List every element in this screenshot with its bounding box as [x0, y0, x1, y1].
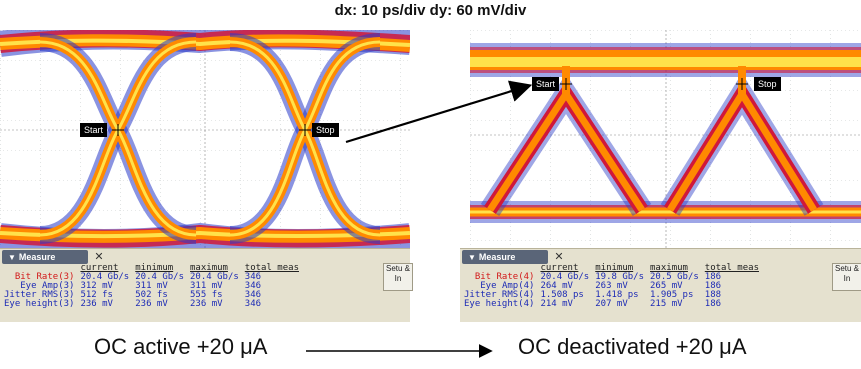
row-label: Eye Amp(3) [20, 281, 75, 291]
cell-maximum: 20.5 Gb/s [650, 272, 699, 282]
cell-current: 312 mV [80, 281, 113, 291]
table-row: Jitter RMS(4) 1.508 ps 1.418 ps 1.905 ps… [464, 291, 765, 300]
col-header: maximum [190, 263, 228, 273]
cell-minimum: 20.4 Gb/s [135, 272, 185, 282]
cell-minimum: 311 mV [135, 281, 168, 291]
left-measure-panel: ▼ Measure ✕ current minimum maximum total… [0, 248, 413, 322]
cell-maximum: 265 mV [650, 281, 683, 291]
col-header: minimum [135, 263, 174, 273]
left-measure-table: current minimum maximum total meas Bit R… [4, 264, 305, 309]
col-header: maximum [650, 263, 688, 273]
cell-total: 346 [244, 299, 262, 309]
caption-left: OC active +20 μA [94, 334, 268, 359]
table-row: Eye height(3) 236 mV 236 mV 236 mV 346 [4, 300, 305, 309]
cell-current: 1.508 ps [540, 290, 584, 300]
col-header: total meas [704, 263, 759, 273]
cell-total: 186 [704, 299, 722, 309]
col-header: current [540, 263, 579, 273]
setup-button[interactable]: Setu & In [832, 263, 861, 291]
left-eye-diagram: Start Stop [0, 30, 410, 248]
row-label: Bit Rate(3) [14, 272, 75, 282]
table-row: Eye height(4) 214 mV 207 mV 215 mV 186 [464, 300, 765, 309]
left-crosshair-markers [112, 124, 311, 136]
cell-total: 186 [704, 272, 722, 282]
right-measure-panel: ▼ Measure ✕ current minimum maximum total… [460, 248, 861, 322]
left-eye-traces [0, 30, 410, 248]
close-icon[interactable]: ✕ [554, 251, 564, 263]
table-row: Eye Amp(4) 264 mV 263 mV 265 mV 186 [464, 282, 765, 291]
setup-button[interactable]: Setu & In [383, 263, 413, 291]
table-row: Jitter RMS(3) 512 fs 502 fs 555 fs 346 [4, 291, 305, 300]
measure-title: Measure [18, 252, 56, 262]
cell-total: 346 [244, 281, 262, 291]
row-label: Eye height(4) [464, 299, 535, 309]
measure-tab[interactable]: ▼ Measure [462, 250, 548, 264]
cell-total: 346 [244, 290, 262, 300]
cell-current: 236 mV [80, 299, 113, 309]
row-label: Bit Rate(4) [474, 272, 535, 282]
col-header: total meas [244, 263, 299, 273]
cell-minimum: 263 mV [595, 281, 628, 291]
row-label: Jitter RMS(4) [464, 290, 535, 300]
row-label: Eye Amp(4) [480, 281, 535, 291]
start-marker[interactable]: Start [80, 123, 108, 137]
cell-current: 214 mV [540, 299, 573, 309]
row-label: Eye height(3) [4, 299, 75, 309]
panel-link-arrow [345, 80, 533, 144]
cell-current: 264 mV [540, 281, 573, 291]
start-marker[interactable]: Start [532, 77, 560, 91]
stop-marker[interactable]: Stop [754, 77, 781, 91]
right-crosshair-markers [560, 78, 748, 90]
cell-minimum: 502 fs [135, 290, 168, 300]
cell-minimum: 236 mV [135, 299, 168, 309]
cell-maximum: 1.905 ps [650, 290, 694, 300]
cell-minimum: 1.418 ps [595, 290, 639, 300]
cell-maximum: 311 mV [190, 281, 223, 291]
row-label: Jitter RMS(3) [4, 290, 75, 300]
measure-title: Measure [478, 252, 516, 262]
close-icon[interactable]: ✕ [94, 251, 104, 263]
cell-maximum: 555 fs [190, 290, 223, 300]
right-eye-diagram: Start Stop [470, 30, 861, 248]
table-row: Eye Amp(3) 312 mV 311 mV 311 mV 346 [4, 282, 305, 291]
cell-current: 20.4 Gb/s [540, 272, 590, 282]
measure-tab[interactable]: ▼ Measure [2, 250, 88, 264]
col-header: minimum [595, 263, 634, 273]
table-row: Bit Rate(4) 20.4 Gb/s 19.8 Gb/s 20.5 Gb/… [464, 273, 765, 282]
col-header: current [80, 263, 119, 273]
cell-maximum: 20.4 Gb/s [190, 272, 239, 282]
right-eye-plot [470, 30, 861, 248]
cell-total: 186 [704, 281, 722, 291]
cell-total: 188 [704, 290, 722, 300]
chevron-down-icon: ▼ [8, 253, 16, 262]
cell-total: 346 [244, 272, 262, 282]
cell-current: 512 fs [80, 290, 113, 300]
stop-marker[interactable]: Stop [312, 123, 339, 137]
cell-minimum: 19.8 Gb/s [595, 272, 645, 282]
cell-minimum: 207 mV [595, 299, 628, 309]
cell-maximum: 215 mV [650, 299, 683, 309]
table-row: Bit Rate(3) 20.4 Gb/s 20.4 Gb/s 20.4 Gb/… [4, 273, 305, 282]
left-eye-plot [0, 30, 410, 248]
cell-maximum: 236 mV [190, 299, 223, 309]
caption-right: OC deactivated +20 μA [518, 334, 747, 359]
figure-title: dx: 10 ps/div dy: 60 mV/div [334, 2, 527, 19]
cell-current: 20.4 Gb/s [80, 272, 130, 282]
chevron-down-icon: ▼ [468, 253, 476, 262]
right-measure-table: current minimum maximum total meas Bit R… [464, 264, 765, 309]
